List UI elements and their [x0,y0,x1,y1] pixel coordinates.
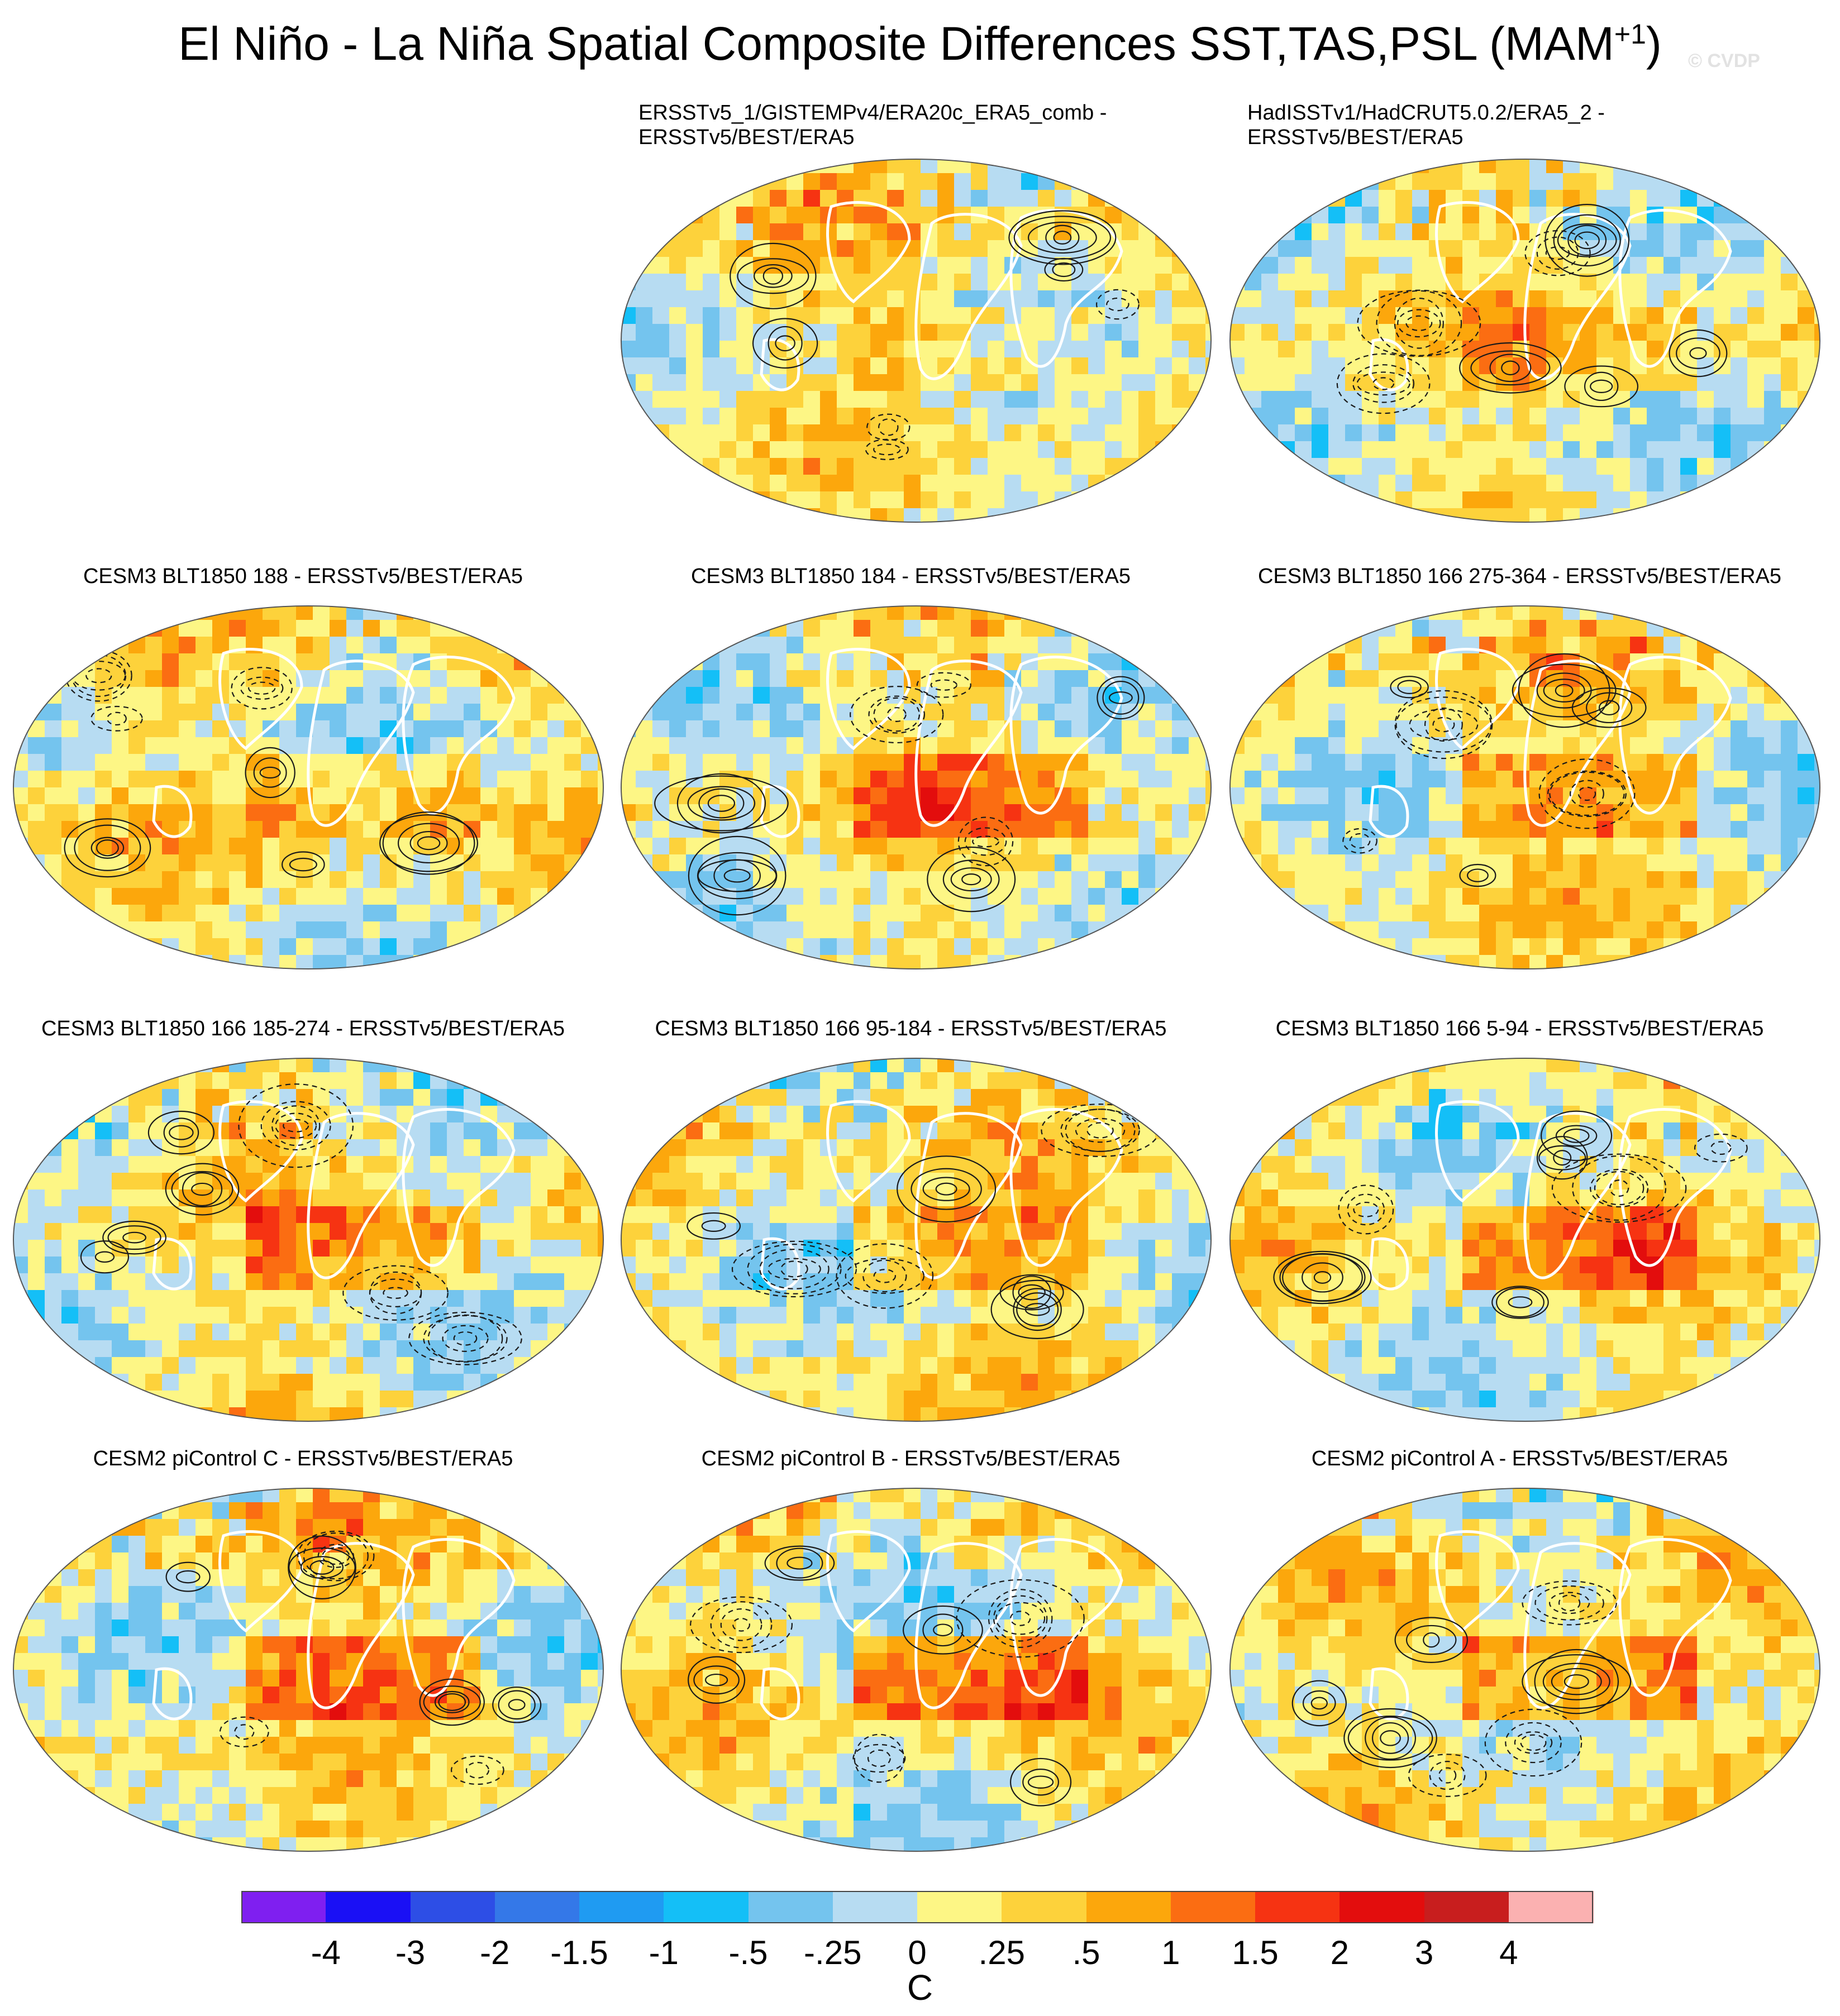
globe-map [621,1488,1212,1852]
colorbar-tick-label: .5 [1072,1934,1100,1971]
colorbar-tick-label: -1 [649,1934,679,1971]
panel-title-line: CESM2 piControl A - ERSSTv5/BEST/ERA5 [1311,1447,1728,1470]
panel-title: CESM2 piControl C - ERSSTv5/BEST/ERA5 [0,1446,606,1471]
panel-title: CESM3 BLT1850 166 5-94 - ERSSTv5/BEST/ER… [1217,1016,1823,1041]
panel-title-line: CESM3 BLT1850 166 185-274 - ERSSTv5/BEST… [41,1017,565,1040]
panel-title: CESM3 BLT1850 188 - ERSSTv5/BEST/ERA5 [0,564,606,589]
globe-map [621,605,1212,969]
colorbar-swatch [410,1891,495,1923]
colorbar-swatch [1424,1891,1509,1923]
colorbar-tick-label: 3 [1414,1934,1434,1971]
map-panel: CESM3 BLT1850 166 5-94 - ERSSTv5/BEST/ER… [1217,1016,1823,1441]
globe-map [621,1058,1212,1422]
colorbar-swatch [1508,1891,1594,1923]
map-panel: ERSSTv5_1/GISTEMPv4/ERA20c_ERA5_comb - ER… [608,101,1214,525]
cvdp-watermark: © CVDP [1688,50,1760,71]
map-panel: CESM3 BLT1850 166 185-274 - ERSSTv5/BEST… [0,1016,606,1441]
panel-title: CESM3 BLT1850 184 - ERSSTv5/BEST/ERA5 [608,564,1214,589]
globe-map [13,605,604,969]
colorbar-swatch [917,1891,1003,1923]
panel-title-line: CESM2 piControl C - ERSSTv5/BEST/ERA5 [93,1447,513,1470]
colorbar-swatch [1170,1891,1256,1923]
globe-map [621,159,1212,523]
colorbar-tick-label: -.5 [728,1934,768,1971]
globe-map [1229,159,1820,523]
colorbar-tick-label: 2 [1330,1934,1349,1971]
colorbar-tick-label: -3 [395,1934,426,1971]
panel-title: CESM3 BLT1850 166 275-364 - ERSSTv5/BEST… [1217,564,1823,589]
colorbar [241,1891,1594,1923]
colorbar-tick-label: 0 [908,1934,927,1971]
map-panel: CESM2 piControl A - ERSSTv5/BEST/ERA5 [1217,1446,1823,1871]
colorbar-tick-label: .25 [978,1934,1025,1971]
colorbar-tick-label: -2 [480,1934,510,1971]
panel-title-line: ERSSTv5/BEST/ERA5 [1247,126,1464,149]
panel-title-line: CESM3 BLT1850 184 - ERSSTv5/BEST/ERA5 [690,565,1131,588]
colorbar-swatch [494,1891,580,1923]
globe-map [13,1488,604,1852]
colorbar-swatch [326,1891,411,1923]
figure-title: El Niño - La Niña Spatial Composite Diff… [178,17,1662,70]
colorbar-swatch [579,1891,665,1923]
globe-map [1229,1058,1820,1422]
map-panel: CESM2 piControl B - ERSSTv5/BEST/ERA5 [608,1446,1214,1871]
map-panel: CESM3 BLT1850 166 275-364 - ERSSTv5/BEST… [1217,564,1823,988]
map-panel: CESM3 BLT1850 166 95-184 - ERSSTv5/BEST/… [608,1016,1214,1441]
colorbar-tick-label: 1 [1161,1934,1180,1971]
colorbar-tick-label: -1.5 [550,1934,608,1971]
colorbar-swatch [748,1891,833,1923]
panel-title: ERSSTv5_1/GISTEMPv4/ERA20c_ERA5_comb - ER… [638,101,1107,150]
title-superscript: +1 [1614,18,1646,50]
panel-title-line: HadISSTv1/HadCRUT5.0.2/ERA5_2 - [1247,101,1605,125]
colorbar-swatch [832,1891,918,1923]
panel-title-line: CESM3 BLT1850 166 275-364 - ERSSTv5/BEST… [1257,565,1782,588]
panel-title: HadISSTv1/HadCRUT5.0.2/ERA5_2 - ERSSTv5/B… [1247,101,1605,150]
colorbar-tick-label: -4 [311,1934,341,1971]
colorbar-swatch [1002,1891,1087,1923]
colorbar-units: C [907,1967,933,2008]
globe-map [1229,605,1820,969]
map-panel: CESM2 piControl C - ERSSTv5/BEST/ERA5 [0,1446,606,1871]
colorbar-swatch [1340,1891,1425,1923]
colorbar-swatch [1255,1891,1341,1923]
panel-title-line: ERSSTv5/BEST/ERA5 [638,126,855,149]
globe-map [13,1058,604,1422]
map-panel: CESM3 BLT1850 184 - ERSSTv5/BEST/ERA5 [608,564,1214,988]
globe-map [1229,1488,1820,1852]
panel-title-line: CESM3 BLT1850 166 5-94 - ERSSTv5/BEST/ER… [1275,1017,1764,1040]
panel-title-line: CESM2 piControl B - ERSSTv5/BEST/ERA5 [701,1447,1121,1470]
colorbar-tick-label: -.25 [804,1934,862,1971]
map-panel: HadISSTv1/HadCRUT5.0.2/ERA5_2 - ERSSTv5/B… [1217,101,1823,525]
panel-title: CESM3 BLT1850 166 95-184 - ERSSTv5/BEST/… [608,1016,1214,1041]
panel-title: CESM3 BLT1850 166 185-274 - ERSSTv5/BEST… [0,1016,606,1041]
colorbar-tick-label: 4 [1499,1934,1518,1971]
panel-title: CESM2 piControl B - ERSSTv5/BEST/ERA5 [608,1446,1214,1471]
colorbar-swatch [664,1891,749,1923]
map-panel: CESM3 BLT1850 188 - ERSSTv5/BEST/ERA5 [0,564,606,988]
panel-title: CESM2 piControl A - ERSSTv5/BEST/ERA5 [1217,1446,1823,1471]
colorbar-swatch [1086,1891,1171,1923]
panel-title-line: ERSSTv5_1/GISTEMPv4/ERA20c_ERA5_comb - [638,101,1107,125]
colorbar-swatch [241,1891,327,1923]
panel-title-line: CESM3 BLT1850 188 - ERSSTv5/BEST/ERA5 [83,565,523,588]
colorbar-tick-label: 1.5 [1232,1934,1279,1971]
panel-title-line: CESM3 BLT1850 166 95-184 - ERSSTv5/BEST/… [655,1017,1167,1040]
